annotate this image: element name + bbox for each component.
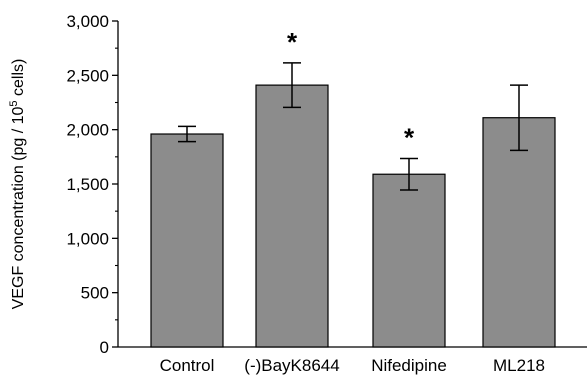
bars-group	[150, 84, 556, 348]
category-label-0: Control	[160, 356, 215, 375]
y-axis-label: VEGF concentration (pg / 105 cells)	[8, 59, 27, 310]
category-label-3: ML218	[493, 356, 545, 375]
y-axis-label-end: cells)	[10, 59, 27, 101]
y-axis: 0 500 1,000 1,500 2,000 2,500 3,000	[66, 12, 118, 357]
y-tick-label-2000: 2,000	[66, 121, 109, 140]
y-tick-label-3000: 3,000	[66, 12, 109, 31]
x-axis: Control (-)BayK8644 Nifedipine ML218	[160, 356, 545, 375]
y-tick-label-1000: 1,000	[66, 229, 109, 248]
y-axis-label-main: VEGF concentration (pg / 10	[10, 106, 27, 309]
y-tick-label-2500: 2,500	[66, 66, 109, 85]
bar-3	[482, 117, 556, 348]
y-tick-label-500: 500	[81, 284, 109, 303]
significance-star-1: *	[287, 27, 298, 57]
significance-star-2: *	[404, 122, 415, 152]
y-tick-label-1500: 1,500	[66, 175, 109, 194]
significance-group: **	[287, 27, 415, 153]
error-bars-group	[178, 62, 528, 191]
bar-1	[255, 84, 329, 348]
y-axis-label-superscript: 5	[8, 100, 20, 106]
category-label-2: Nifedipine	[371, 356, 447, 375]
category-label-1: (-)BayK8644	[244, 356, 339, 375]
y-tick-label-0: 0	[100, 338, 109, 357]
bar-0	[150, 133, 224, 348]
bar-2	[372, 173, 446, 348]
